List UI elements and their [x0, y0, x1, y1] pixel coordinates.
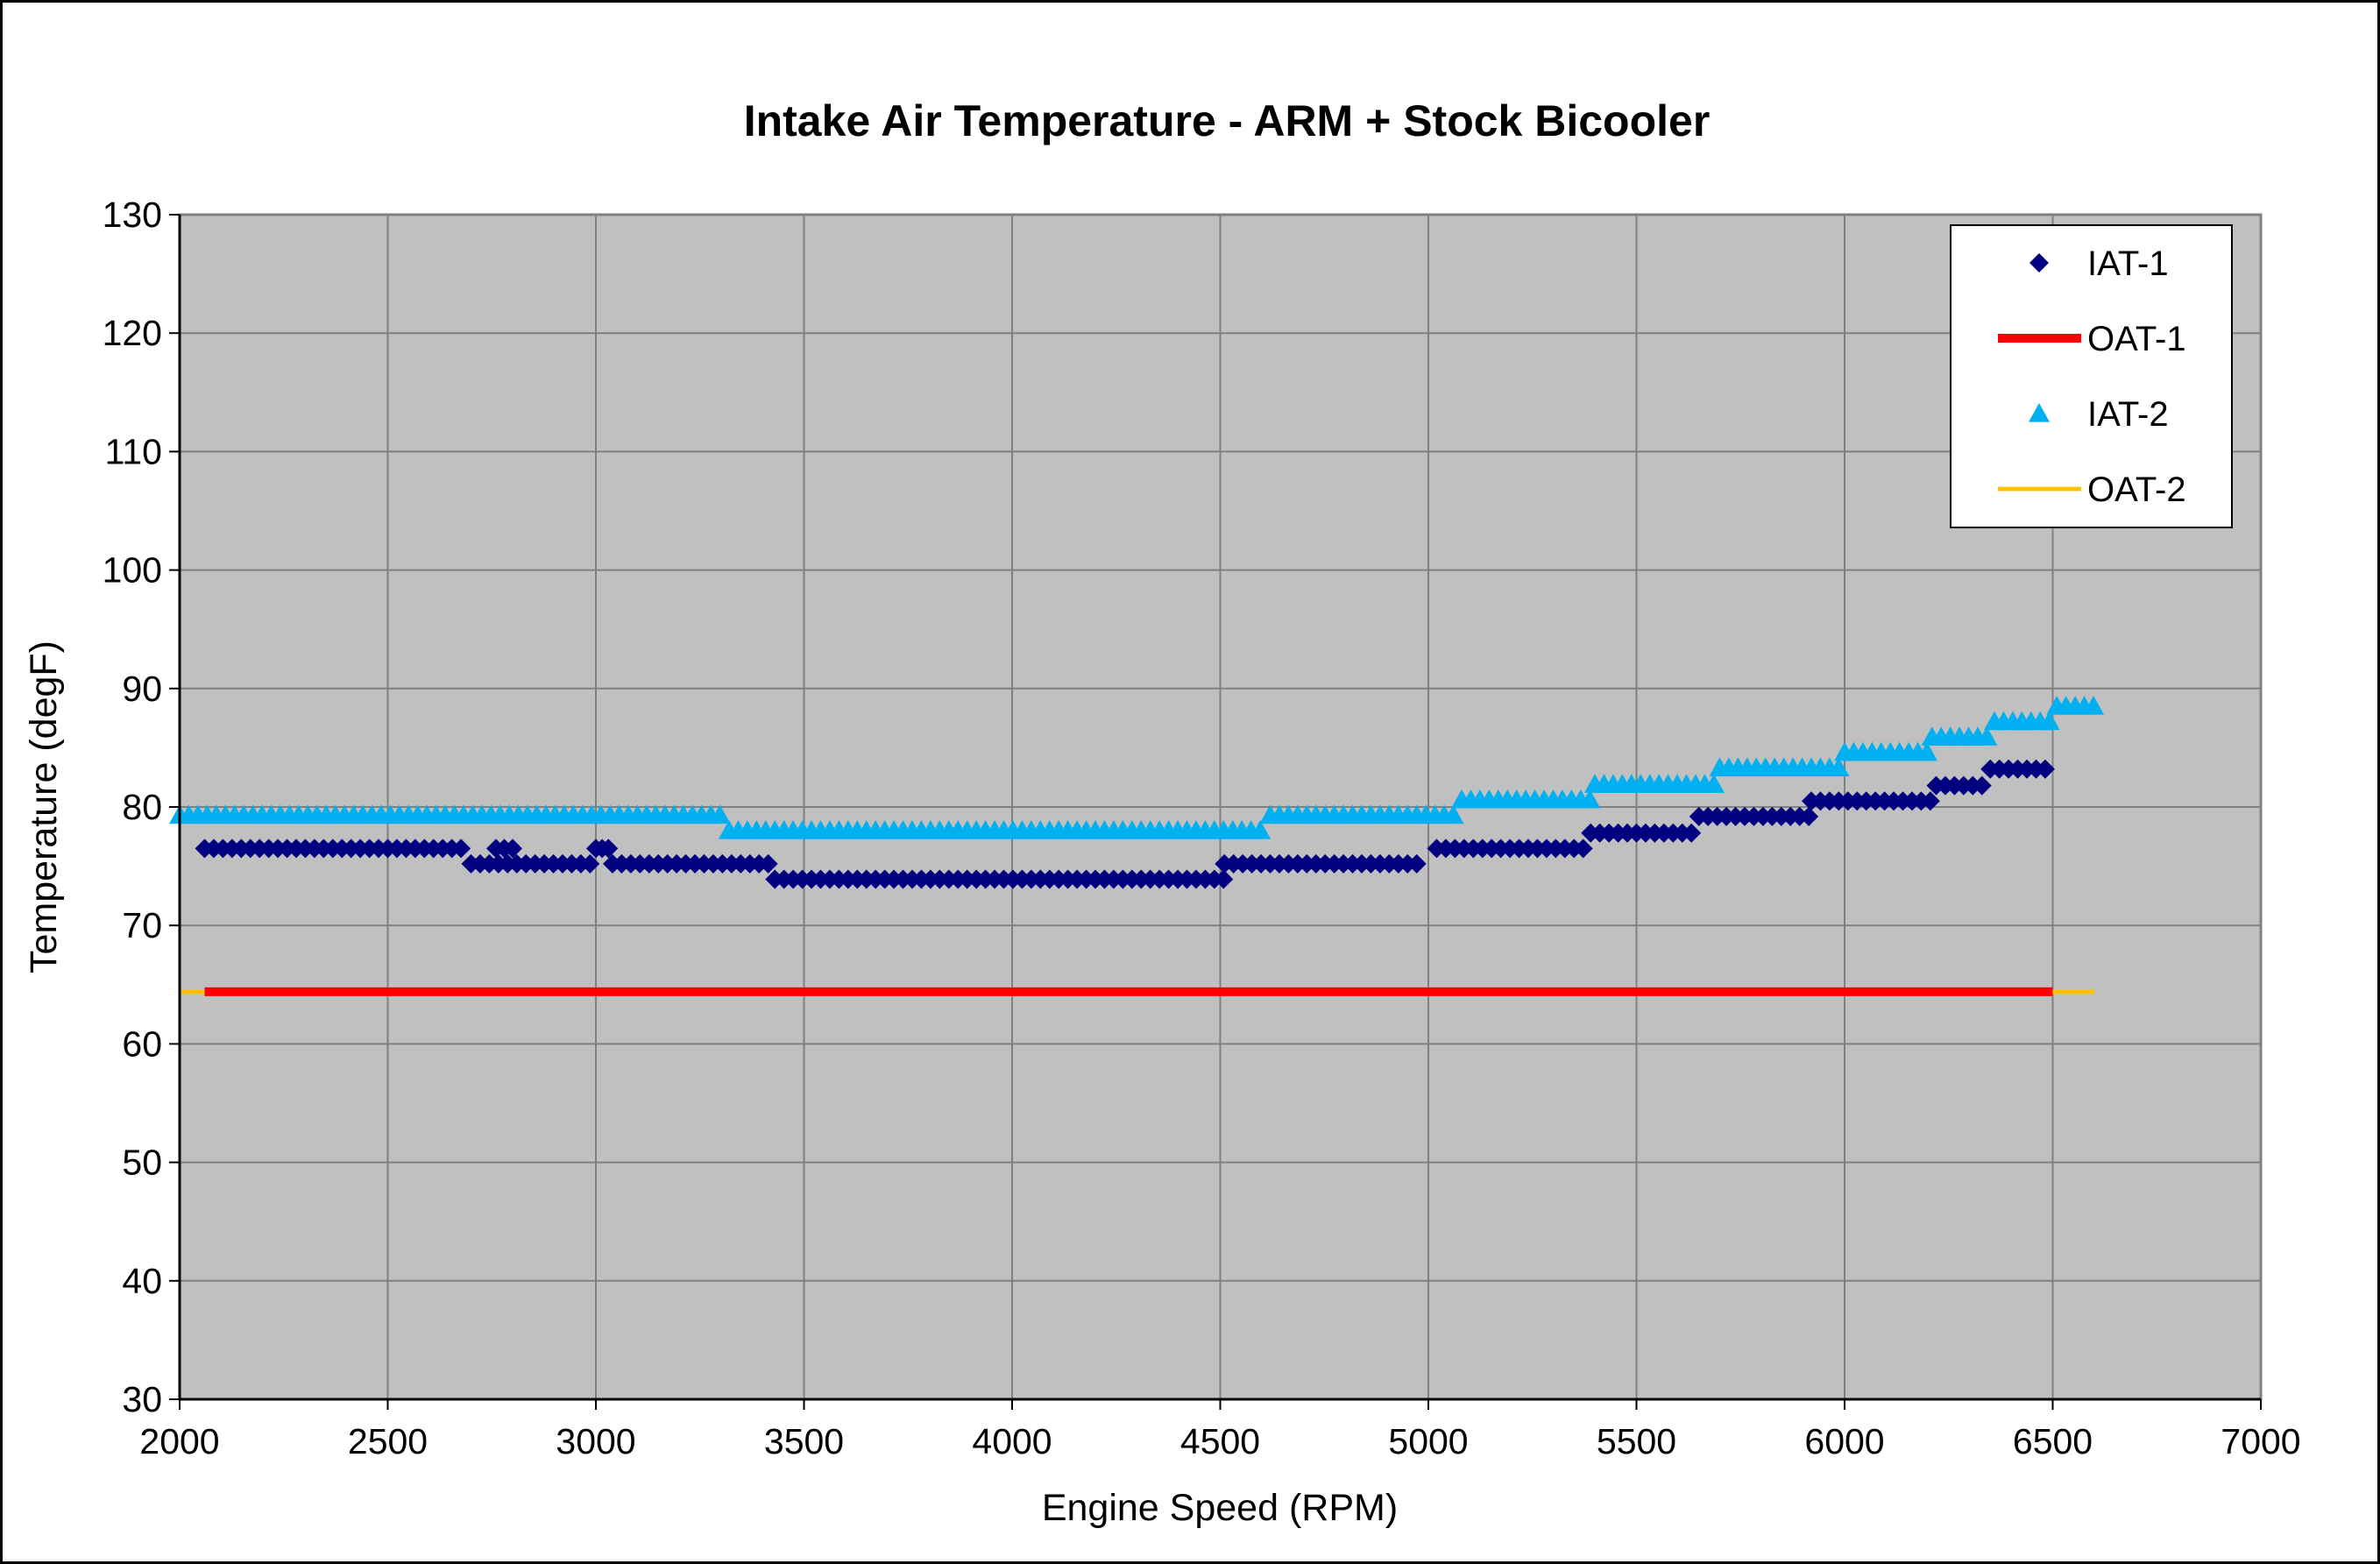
data-point-iat-1 — [1573, 839, 1593, 859]
data-point-iat-1 — [599, 839, 619, 859]
x-tick-label: 2500 — [348, 1421, 428, 1461]
x-tick-label: 4000 — [972, 1421, 1052, 1461]
data-point-iat-2 — [1916, 741, 1938, 761]
axes: 2000 2500 3000 3500 4000 4500 5000 5500 6000 6500… — [103, 195, 2301, 1461]
y-tick-label: 40 — [122, 1261, 162, 1301]
x-tick-label: 3000 — [556, 1421, 635, 1461]
x-tick-label: 4500 — [1180, 1421, 1260, 1461]
data-point-iat-1 — [1799, 806, 1819, 826]
y-tick-label: 80 — [122, 787, 162, 827]
data-point-iat-1 — [1972, 775, 1992, 796]
data-point-iat-1 — [580, 853, 600, 874]
data-point-iat-2 — [1976, 726, 1998, 746]
y-tick-label: 130 — [103, 195, 162, 235]
data-point-iat-2 — [1703, 774, 1725, 793]
x-tick-label: 5000 — [1388, 1421, 1468, 1461]
x-axis-title: Engine Speed (RPM) — [1042, 1487, 1398, 1529]
data-point-iat-1 — [1406, 853, 1427, 874]
legend-swatch-iat-1 — [2029, 253, 2049, 272]
legend-label-iat-2: IAT-2 — [2087, 395, 2169, 434]
data-point-iat-1 — [1682, 823, 1702, 843]
y-tick-label: 50 — [122, 1143, 162, 1183]
y-tick-label: 90 — [122, 669, 162, 709]
data-point-iat-2 — [2038, 711, 2060, 731]
data-point-iat-2 — [1250, 820, 1271, 839]
legend-label-oat-2: OAT-2 — [2087, 471, 2186, 509]
data-point-iat-1 — [2035, 759, 2055, 779]
x-tick-label: 5500 — [1597, 1421, 1676, 1461]
y-tick-label: 110 — [105, 431, 162, 471]
y-tick-label: 70 — [122, 905, 162, 945]
x-tick-label: 6500 — [2013, 1421, 2093, 1461]
legend-swatch-iat-2 — [2029, 403, 2050, 422]
chart-title: Intake Air Temperature - ARM + Stock Bic… — [744, 96, 1711, 145]
y-axis-title: Temperature (degF) — [23, 640, 65, 973]
legend-label-oat-1: OAT-1 — [2087, 320, 2186, 358]
legend-box — [1950, 224, 2233, 528]
y-tick-label: 100 — [103, 550, 162, 591]
data-point-iat-1 — [1920, 791, 1940, 811]
data-point-iat-1 — [503, 839, 522, 859]
data-point-iat-1 — [451, 839, 471, 859]
data-point-iat-1 — [1214, 869, 1234, 889]
data-point-iat-2 — [1442, 804, 1464, 824]
data-point-iat-2 — [2083, 696, 2105, 715]
data-point-iat-2 — [1579, 789, 1601, 809]
y-tick-label: 30 — [122, 1379, 162, 1419]
x-tick-label: 2000 — [139, 1421, 219, 1461]
x-tick-label: 6000 — [1804, 1421, 1884, 1461]
legend-label-iat-1: IAT-1 — [2087, 244, 2169, 283]
data-point-iat-2 — [1828, 757, 1850, 776]
data-point-iat-2 — [709, 804, 731, 824]
series-markers — [169, 696, 2105, 889]
data-point-iat-1 — [758, 853, 778, 874]
x-tick-label: 7000 — [2221, 1421, 2300, 1461]
x-tick-label: 3500 — [764, 1421, 844, 1461]
y-tick-label: 60 — [122, 1023, 162, 1064]
legend: IAT-1 OAT-1 IAT-2 OAT-2 — [1950, 224, 2233, 528]
y-tick-label: 120 — [103, 313, 162, 353]
gridlines — [180, 215, 2261, 1399]
